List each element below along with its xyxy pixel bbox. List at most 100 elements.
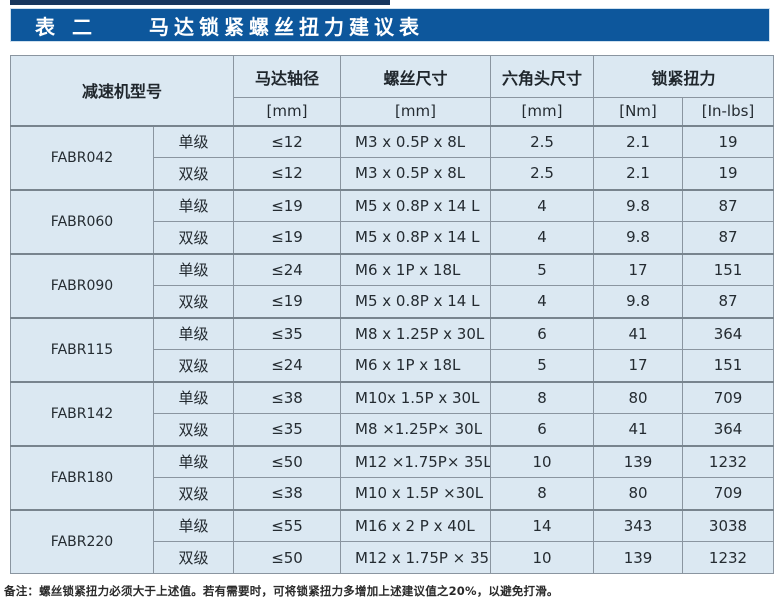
hex-cell: 4 (490, 285, 595, 318)
shaft-cell: ≤38 (233, 477, 342, 510)
hex-cell: 4 (490, 221, 595, 254)
shaft-cell: ≤50 (233, 541, 342, 574)
screw-cell: M16 x 2 P x 40L (340, 508, 492, 542)
hex-cell: 6 (490, 316, 595, 350)
table-row: FABR115 单级 ≤35 M8 x 1.25P x 30L 6 41 364 (10, 316, 775, 382)
shaft-cell: ≤35 (233, 413, 342, 446)
stage-cell: 双级 (152, 285, 235, 318)
nm-cell: 41 (593, 413, 684, 446)
table-number: 表 二 (35, 14, 97, 39)
nm-cell: 343 (593, 508, 684, 542)
shaft-cell: ≤50 (233, 444, 342, 478)
unit-screw-mm: [mm] (340, 97, 492, 126)
unit-torque-nm: [Nm] (593, 97, 684, 126)
table-row: 双级 ≤50 M12 x 1.75P × 35L 10 139 1232 (11, 541, 775, 574)
nm-cell: 9.8 (593, 221, 684, 254)
model-cell: FABR060 (10, 188, 154, 254)
screw-cell: M5 x 0.8P x 14 L (340, 285, 492, 318)
nm-cell: 9.8 (593, 285, 684, 318)
hex-cell: 5 (490, 349, 595, 382)
table-row: FABR142 单级 ≤38 M10x 1.5P x 30L 8 80 709 (10, 380, 775, 446)
table-row: FABR090 单级 ≤24 M6 x 1P x 18L 5 17 151 (10, 252, 775, 318)
table-row: 双级 ≤19 M5 x 0.8P x 14 L 4 9.8 87 (11, 221, 775, 254)
stage-cell: 双级 (152, 541, 235, 574)
shaft-cell: ≤35 (233, 316, 342, 350)
inlbs-cell: 87 (682, 285, 775, 318)
screw-cell: M3 x 0.5P x 8L (340, 124, 492, 158)
hex-cell: 8 (490, 477, 595, 510)
nm-cell: 2.1 (593, 157, 684, 190)
nm-cell: 41 (593, 316, 684, 350)
stage-cell: 双级 (152, 477, 235, 510)
inlbs-cell: 19 (682, 157, 775, 190)
inlbs-cell: 1232 (682, 541, 775, 574)
header-shaft-diameter: 马达轴径 (233, 55, 342, 98)
header-hex-size: 六角头尺寸 (490, 55, 595, 98)
table-title-bar: 表 二 马达锁紧螺丝扭力建议表 (10, 8, 770, 42)
model-cell: FABR090 (10, 252, 154, 318)
screw-cell: M12 ×1.75P× 35L (340, 444, 492, 478)
screw-cell: M10x 1.5P x 30L (340, 380, 492, 414)
stage-cell: 双级 (152, 221, 235, 254)
header-screw-size: 螺丝尺寸 (340, 55, 492, 98)
shaft-cell: ≤19 (233, 285, 342, 318)
screw-cell: M10 x 1.5P ×30L (340, 477, 492, 510)
stage-cell: 单级 (152, 252, 235, 286)
shaft-cell: ≤55 (233, 508, 342, 542)
stage-cell: 单级 (152, 444, 235, 478)
inlbs-cell: 3038 (682, 508, 775, 542)
header-torque: 锁紧扭力 (593, 55, 775, 98)
unit-torque-inlbs: [In-lbs] (682, 97, 775, 126)
table-row: FABR180 单级 ≤50 M12 ×1.75P× 35L 10 139 12… (10, 444, 775, 510)
screw-cell: M5 x 0.8P x 14 L (340, 188, 492, 222)
footnote: 备注：螺丝锁紧扭力必须大于上述值。若有需要时，可将锁紧扭力多增加上述建议值之20… (4, 584, 559, 598)
model-cell: FABR042 (10, 124, 154, 190)
stage-cell: 单级 (152, 316, 235, 350)
screw-cell: M12 x 1.75P × 35L (340, 541, 492, 574)
model-cell: FABR142 (10, 380, 154, 446)
inlbs-cell: 709 (682, 380, 775, 414)
screw-cell: M6 x 1P x 18L (340, 252, 492, 286)
table-row: 双级 ≤24 M6 x 1P x 18L 5 17 151 (11, 349, 775, 382)
hex-cell: 10 (490, 541, 595, 574)
screw-cell: M3 x 0.5P x 8L (340, 157, 492, 190)
inlbs-cell: 151 (682, 349, 775, 382)
table-row: 双级 ≤12 M3 x 0.5P x 8L 2.5 2.1 19 (11, 157, 775, 190)
nm-cell: 139 (593, 541, 684, 574)
model-cell: FABR220 (10, 508, 154, 574)
hex-cell: 2.5 (490, 124, 595, 158)
inlbs-cell: 709 (682, 477, 775, 510)
screw-cell: M8 ×1.25P× 30L (340, 413, 492, 446)
stage-cell: 单级 (152, 124, 235, 158)
screw-cell: M6 x 1P x 18L (340, 349, 492, 382)
stage-cell: 单级 (152, 508, 235, 542)
inlbs-cell: 87 (682, 188, 775, 222)
shaft-cell: ≤24 (233, 252, 342, 286)
shaft-cell: ≤19 (233, 188, 342, 222)
table-row: FABR060 单级 ≤19 M5 x 0.8P x 14 L 4 9.8 87 (10, 188, 775, 254)
hex-cell: 8 (490, 380, 595, 414)
shaft-cell: ≤24 (233, 349, 342, 382)
shaft-cell: ≤19 (233, 221, 342, 254)
hex-cell: 2.5 (490, 157, 595, 190)
stage-cell: 双级 (152, 413, 235, 446)
inlbs-cell: 1232 (682, 444, 775, 478)
inlbs-cell: 364 (682, 316, 775, 350)
stage-cell: 双级 (152, 157, 235, 190)
table-row: FABR220 单级 ≤55 M16 x 2 P x 40L 14 343 30… (10, 508, 775, 574)
hex-cell: 5 (490, 252, 595, 286)
screw-cell: M8 x 1.25P x 30L (340, 316, 492, 350)
nm-cell: 80 (593, 477, 684, 510)
page-title: 马达锁紧螺丝扭力建议表 (148, 14, 424, 39)
shaft-cell: ≤12 (233, 124, 342, 158)
hex-cell: 6 (490, 413, 595, 446)
nm-cell: 139 (593, 444, 684, 478)
hex-cell: 4 (490, 188, 595, 222)
inlbs-cell: 19 (682, 124, 775, 158)
screw-cell: M5 x 0.8P x 14 L (340, 221, 492, 254)
nm-cell: 80 (593, 380, 684, 414)
unit-shaft-mm: [mm] (233, 97, 342, 126)
stage-cell: 单级 (152, 188, 235, 222)
hex-cell: 14 (490, 508, 595, 542)
table-row: FABR042 单级 ≤12 M3 x 0.5P x 8L 2.5 2.1 19 (10, 124, 775, 190)
